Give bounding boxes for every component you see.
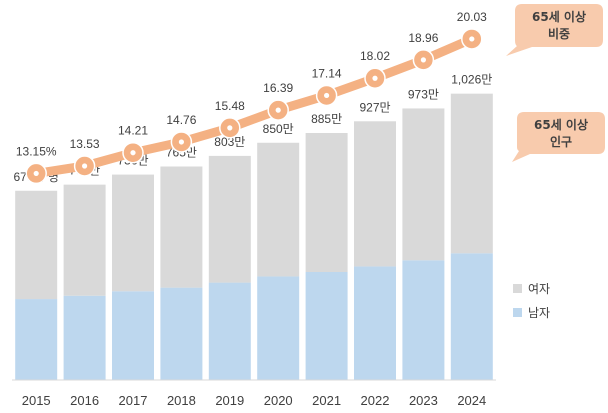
population-label-2020: 850만	[263, 122, 294, 136]
ratio-label-2020: 16.39	[263, 81, 293, 95]
ratio-label-2021: 17.14	[312, 66, 342, 80]
bar-female-2022	[354, 121, 396, 267]
x-tick-2018: 2018	[167, 393, 196, 408]
ratio-labels-layer: 13.15% 13.53 14.21 14.76 15.48 16.39 17.14 18.0…	[16, 10, 487, 158]
legend-swatch-0	[513, 284, 522, 293]
bar-male-2016	[63, 295, 106, 380]
ratio-point-center-2021	[324, 92, 330, 99]
ratio-label-2019: 15.48	[215, 99, 245, 113]
x-tick-2020: 2020	[264, 393, 293, 408]
ratio-line-layer	[25, 28, 483, 185]
bar-male-2024	[450, 253, 493, 380]
bar-male-2022	[354, 266, 396, 380]
ratio-callout-line1: 65세 이상	[532, 9, 586, 24]
population-label-2024: 1,026만	[451, 73, 492, 87]
bar-female-2017	[112, 174, 154, 292]
bar-female-2021	[305, 133, 348, 272]
x-tick-2024: 2024	[457, 393, 486, 408]
x-tick-2015: 2015	[22, 393, 51, 408]
legend-swatch-1	[513, 308, 522, 317]
bar-male-2019	[208, 282, 251, 380]
ratio-label-2018: 14.76	[166, 113, 196, 127]
bar-female-2016	[63, 184, 106, 296]
ratio-label-2016: 13.53	[70, 137, 100, 151]
ratio-point-center-2023	[420, 57, 426, 63]
ratio-label-2024: 20.03	[457, 10, 487, 24]
bars-layer	[15, 93, 493, 380]
ratio-point-center-2016	[82, 163, 88, 169]
bar-female-2015	[15, 190, 58, 300]
bar-male-2018	[160, 287, 203, 380]
bar-male-2015	[15, 299, 58, 380]
ratio-callout: 65세 이상 비중	[506, 4, 603, 56]
bar-female-2019	[208, 155, 251, 283]
ratio-point-center-2019	[227, 125, 233, 131]
population-label-2019: 803만	[214, 135, 245, 149]
legend-label-1: 남자	[528, 306, 550, 320]
bar-female-2020	[257, 142, 300, 277]
bar-female-2023	[402, 108, 445, 261]
bar-female-2018	[160, 166, 203, 288]
ratio-point-center-2020	[275, 107, 281, 113]
population-label-2023: 973만	[408, 87, 439, 101]
population-callout-box	[512, 112, 605, 162]
ratio-point-center-2015	[33, 170, 39, 177]
legend-label-0: 여자	[528, 282, 550, 296]
ratio-point-center-2022	[372, 75, 378, 81]
x-tick-2017: 2017	[119, 393, 148, 408]
population-callout: 65세 이상 인구	[512, 112, 605, 162]
x-tick-2021: 2021	[312, 393, 341, 408]
ratio-point-center-2018	[178, 139, 184, 145]
ratio-label-2022: 18.02	[360, 49, 390, 63]
ratio-line	[31, 34, 477, 178]
ratio-callout-box	[506, 4, 603, 56]
population-label-2021: 885만	[311, 112, 342, 126]
x-tick-2016: 2016	[70, 393, 99, 408]
bar-male-2017	[112, 291, 154, 380]
ratio-label-2015: 13.15%	[16, 144, 57, 158]
population-callout-line1: 65세 이상	[534, 117, 588, 132]
ratio-callout-line2: 비중	[548, 26, 570, 41]
population-callout-line2: 인구	[550, 134, 572, 149]
x-tick-2019: 2019	[215, 393, 244, 408]
bar-male-2020	[257, 276, 300, 380]
ratio-point-center-2024	[469, 36, 475, 42]
x-tick-labels: 2015 2016 2017 2018 2019 2020 2021 2022 2023 2024	[22, 393, 487, 408]
ratio-label-2023: 18.96	[408, 31, 438, 45]
bar-male-2021	[305, 271, 348, 380]
bar-male-2023	[402, 260, 445, 380]
x-tick-2023: 2023	[409, 393, 438, 408]
ratio-label-2017: 14.21	[118, 124, 148, 138]
population-label-2022: 927만	[359, 100, 390, 114]
bar-female-2024	[450, 93, 493, 254]
ratio-point-center-2017	[130, 150, 136, 156]
x-tick-2022: 2022	[361, 393, 390, 408]
